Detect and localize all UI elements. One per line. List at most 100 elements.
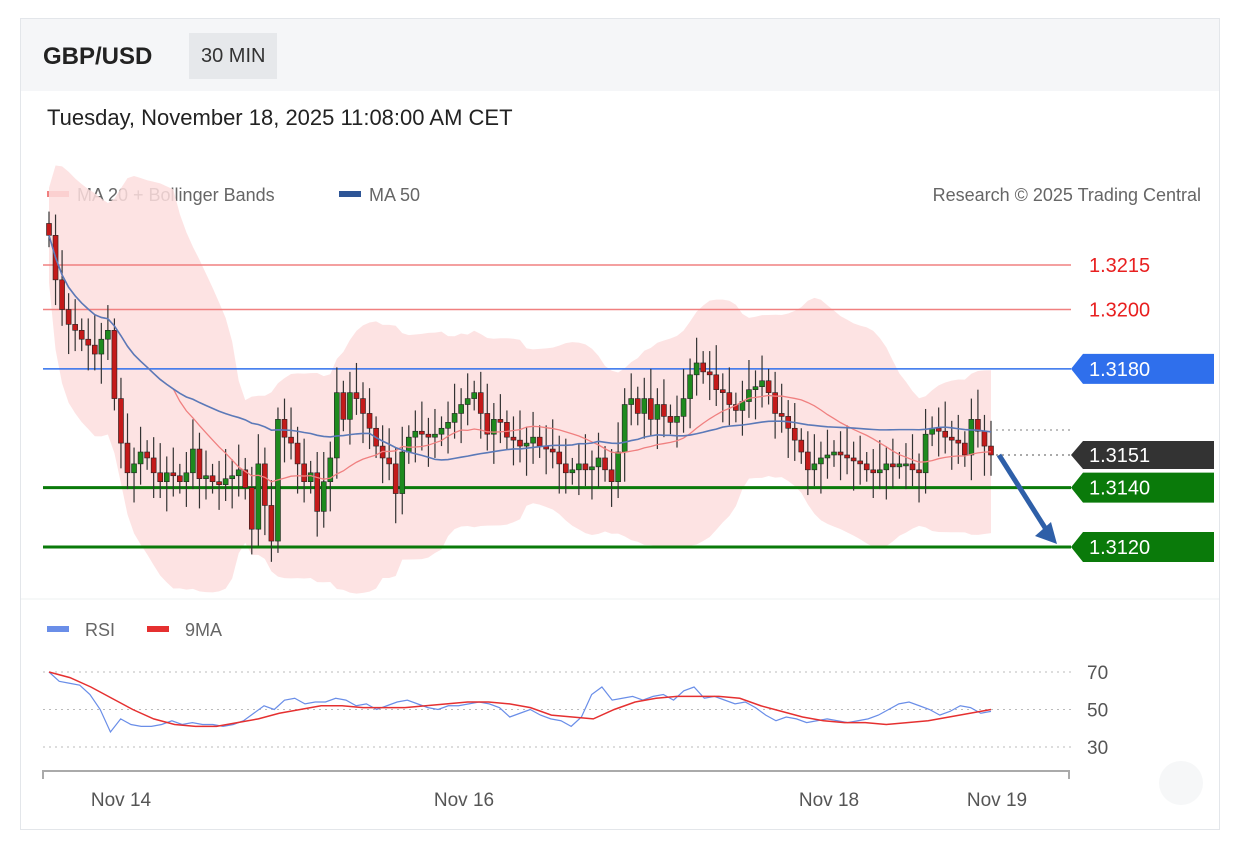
candle-body <box>432 433 438 438</box>
candle <box>831 440 837 467</box>
candle <box>255 434 262 546</box>
candle <box>772 371 778 439</box>
candle <box>464 373 471 426</box>
candle <box>589 450 595 500</box>
candle-body <box>759 380 765 388</box>
candle-body <box>471 392 478 399</box>
candle-body <box>798 439 805 453</box>
candle <box>334 367 340 479</box>
timeframe-badge[interactable]: 30 MIN <box>189 33 278 79</box>
candle-body <box>876 469 883 474</box>
candle-body <box>170 472 177 477</box>
candle <box>235 444 242 497</box>
candle <box>327 441 334 512</box>
candle <box>85 318 92 371</box>
candle <box>837 431 844 481</box>
candle-body <box>824 454 831 459</box>
candle-body <box>157 472 164 482</box>
candle <box>562 438 569 494</box>
candle <box>65 293 72 355</box>
candle <box>314 452 321 537</box>
candle-body <box>85 338 92 346</box>
rsi-legend-label: RSI <box>85 620 115 640</box>
candle <box>693 337 700 396</box>
candle-body <box>948 436 955 441</box>
candle-body <box>942 430 949 438</box>
time-tick-label: Nov 19 <box>967 790 1027 811</box>
candle-body <box>988 445 994 456</box>
candle <box>294 426 301 494</box>
candle-body <box>674 416 680 423</box>
candle <box>935 407 942 457</box>
candle-body <box>91 344 98 355</box>
candle <box>242 457 249 500</box>
candle <box>399 426 406 515</box>
timestamp: Tuesday, November 18, 2025 11:08:00 AM C… <box>47 105 513 130</box>
candle <box>857 435 863 485</box>
current-price-label: 1.3151 <box>1089 445 1150 467</box>
candle <box>778 383 785 433</box>
rsi-tick-label: 30 <box>1087 738 1108 759</box>
candle <box>340 380 347 432</box>
candle <box>863 452 870 482</box>
candle <box>366 388 373 450</box>
resistance-label: 1.3215 <box>1089 255 1150 277</box>
candle <box>523 426 530 476</box>
candle-body <box>497 419 504 423</box>
candle <box>471 380 478 411</box>
candle-body <box>562 463 569 474</box>
candle <box>510 416 517 466</box>
price-chart: MA 20 + Bollinger Bands MA 50 Research ©… <box>21 165 1219 811</box>
candle-body <box>589 466 595 471</box>
candle-body <box>530 436 536 444</box>
current-price-tag <box>1071 440 1214 469</box>
candle-body <box>523 442 530 447</box>
candle-body <box>327 457 334 482</box>
candle <box>150 437 157 499</box>
candle-body <box>752 386 759 390</box>
candle-body <box>222 478 229 485</box>
candle <box>301 438 307 503</box>
candle-body <box>903 463 909 467</box>
candle <box>78 318 85 352</box>
candle-body <box>491 419 497 435</box>
candle-body <box>360 398 366 414</box>
candle-body <box>386 457 392 465</box>
candle <box>458 388 464 444</box>
arrow-shaft <box>996 453 1052 536</box>
candle-body <box>844 454 850 459</box>
time-axis <box>42 770 1070 779</box>
candle-body <box>654 404 661 420</box>
candle-body <box>268 505 275 542</box>
candle-body <box>981 430 988 447</box>
candle-body <box>536 436 543 447</box>
candle <box>726 367 733 426</box>
rsi-ma-line <box>48 671 992 728</box>
candle <box>628 373 635 426</box>
candle-body <box>621 404 628 453</box>
candle-body <box>196 448 203 480</box>
candle-body <box>765 380 772 393</box>
candle-body <box>405 436 412 453</box>
candle <box>883 447 890 500</box>
candle-body <box>281 419 288 438</box>
candle-body <box>340 392 347 420</box>
candle <box>170 447 177 497</box>
candle-body <box>294 442 301 465</box>
candle-body <box>248 487 255 530</box>
ma50-legend-label: MA 50 <box>369 185 420 205</box>
candle <box>229 459 235 509</box>
candle <box>268 480 275 562</box>
candle <box>432 408 438 458</box>
candle <box>903 443 909 490</box>
candle-body <box>700 362 706 373</box>
time-tick-label: Nov 18 <box>799 790 859 811</box>
candle-body <box>111 330 118 399</box>
candle <box>968 398 975 481</box>
candle-body <box>314 472 321 512</box>
candle-body <box>733 404 739 411</box>
candle <box>687 358 693 429</box>
candle-body <box>680 398 687 417</box>
time-axis-labels: Nov 14 Nov 16 Nov 18 Nov 19 <box>91 790 1027 811</box>
candle <box>163 456 170 512</box>
